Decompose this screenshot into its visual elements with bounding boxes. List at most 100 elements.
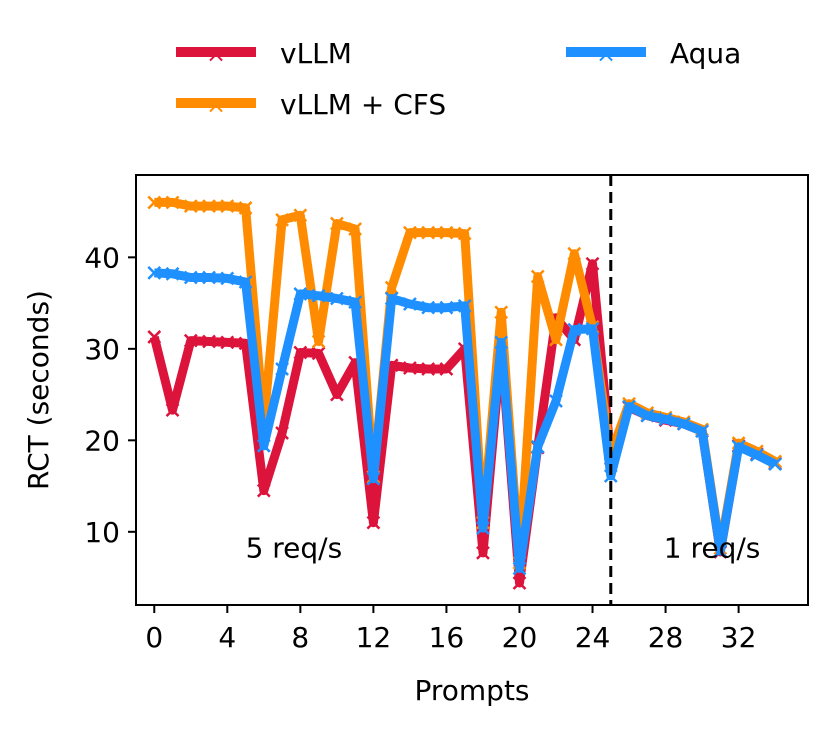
data-point-vllm	[293, 345, 308, 360]
data-point-vllm-cfs	[293, 208, 308, 223]
data-point-vllm-cfs	[421, 225, 436, 240]
data-point-vllm	[147, 330, 162, 344]
x-tick-label: 24	[575, 621, 611, 654]
data-point-vllm-cfs	[567, 246, 582, 261]
data-point-vllm	[421, 362, 436, 376]
data-point-aqua	[695, 424, 709, 439]
x-tick-label: 16	[429, 621, 465, 654]
data-point-vllm	[183, 333, 198, 348]
legend-entry-vllm[interactable]: × vLLM	[176, 37, 352, 70]
series-aqua	[147, 266, 783, 576]
data-point-vllm-cfs	[202, 199, 216, 213]
data-point-vllm-cfs	[238, 201, 253, 215]
legend-entry-vllm-cfs[interactable]: × vLLM + CFS	[176, 88, 446, 121]
data-point-aqua	[603, 469, 618, 483]
data-point-aqua	[768, 457, 783, 471]
data-point-aqua	[220, 271, 235, 286]
data-point-vllm-cfs	[530, 269, 545, 284]
legend-marker-vllm-cfs: ×	[206, 91, 226, 119]
data-point-vllm-cfs	[457, 226, 472, 241]
data-point-aqua	[275, 362, 289, 376]
data-point-aqua	[311, 288, 326, 303]
data-point-vllm-cfs	[384, 280, 399, 295]
data-point-aqua	[476, 521, 490, 536]
legend-marker-vllm: ×	[206, 40, 226, 68]
data-point-vllm	[220, 335, 235, 350]
data-point-vllm	[202, 334, 216, 349]
series-layer	[147, 195, 783, 590]
data-point-aqua	[549, 394, 563, 408]
data-point-vllm-cfs	[439, 225, 454, 240]
data-point-vllm-cfs	[220, 199, 235, 213]
data-point-aqua	[293, 287, 308, 301]
legend-label-aqua: Aqua	[670, 37, 741, 70]
data-point-vllm	[366, 515, 381, 530]
data-point-aqua	[749, 448, 764, 462]
data-point-aqua	[238, 275, 253, 289]
data-point-aqua	[640, 408, 655, 423]
legend-marker-aqua: ×	[596, 40, 616, 68]
data-point-aqua	[731, 439, 746, 454]
data-point-aqua	[494, 335, 509, 350]
x-axis-ticks: 0 4 8 12 16 20 24 28 32	[145, 605, 756, 654]
data-point-aqua	[183, 270, 198, 285]
data-point-aqua	[256, 438, 271, 453]
data-point-aqua	[384, 291, 399, 306]
data-point-vllm	[329, 387, 344, 402]
legend-label-vllm: vLLM	[280, 37, 352, 70]
data-point-aqua	[202, 270, 216, 285]
data-point-aqua	[147, 266, 162, 280]
y-tick-label: 40	[84, 241, 120, 274]
data-point-vllm-cfs	[494, 305, 509, 320]
x-tick-label: 28	[648, 621, 684, 654]
data-point-vllm	[439, 362, 454, 376]
data-point-aqua	[676, 416, 691, 431]
data-point-aqua	[403, 297, 417, 311]
x-axis-label: Prompts	[414, 674, 529, 707]
data-point-aqua	[658, 412, 673, 427]
data-point-vllm-cfs	[549, 332, 563, 347]
data-point-vllm-cfs	[329, 216, 344, 231]
data-point-aqua	[366, 471, 381, 486]
y-tick-label: 10	[84, 516, 120, 549]
data-point-aqua	[713, 544, 728, 558]
data-point-vllm	[311, 346, 326, 361]
data-point-aqua	[329, 291, 344, 306]
x-tick-label: 8	[291, 621, 309, 654]
data-point-vllm-cfs	[403, 225, 417, 240]
data-point-vllm	[256, 483, 271, 498]
y-axis-ticks: 10 20 30 40	[84, 241, 136, 549]
legend: × vLLM × vLLM + CFS × Aqua	[176, 37, 741, 121]
y-tick-label: 20	[84, 424, 120, 457]
x-tick-label: 20	[502, 621, 538, 654]
data-point-vllm	[275, 426, 289, 440]
x-tick-label: 32	[721, 621, 757, 654]
data-point-aqua	[567, 322, 582, 337]
x-tick-label: 4	[218, 621, 236, 654]
data-point-aqua	[165, 266, 180, 281]
data-point-aqua	[530, 439, 545, 454]
y-axis-label: RCT (seconds)	[22, 290, 55, 490]
data-point-vllm-cfs	[183, 199, 198, 213]
data-point-aqua	[421, 300, 436, 315]
annotation-label: 1 req/s	[664, 531, 761, 564]
legend-label-vllm-cfs: vLLM + CFS	[280, 88, 446, 121]
data-point-aqua	[348, 295, 363, 310]
data-point-aqua	[512, 561, 527, 576]
plot-frame	[135, 174, 809, 606]
x-tick-label: 0	[145, 621, 163, 654]
data-point-aqua	[585, 321, 600, 336]
data-point-vllm-cfs	[147, 195, 162, 210]
data-point-vllm	[476, 545, 490, 560]
data-point-vllm	[512, 576, 527, 590]
data-point-aqua	[439, 300, 454, 315]
data-point-vllm-cfs	[165, 195, 180, 210]
legend-entry-aqua[interactable]: × Aqua	[566, 37, 741, 70]
data-point-vllm	[165, 403, 180, 418]
data-point-vllm-cfs	[275, 212, 289, 227]
data-point-aqua	[457, 298, 472, 313]
data-point-vllm	[403, 361, 417, 375]
y-tick-label: 30	[84, 333, 120, 366]
data-point-vllm	[585, 256, 600, 271]
